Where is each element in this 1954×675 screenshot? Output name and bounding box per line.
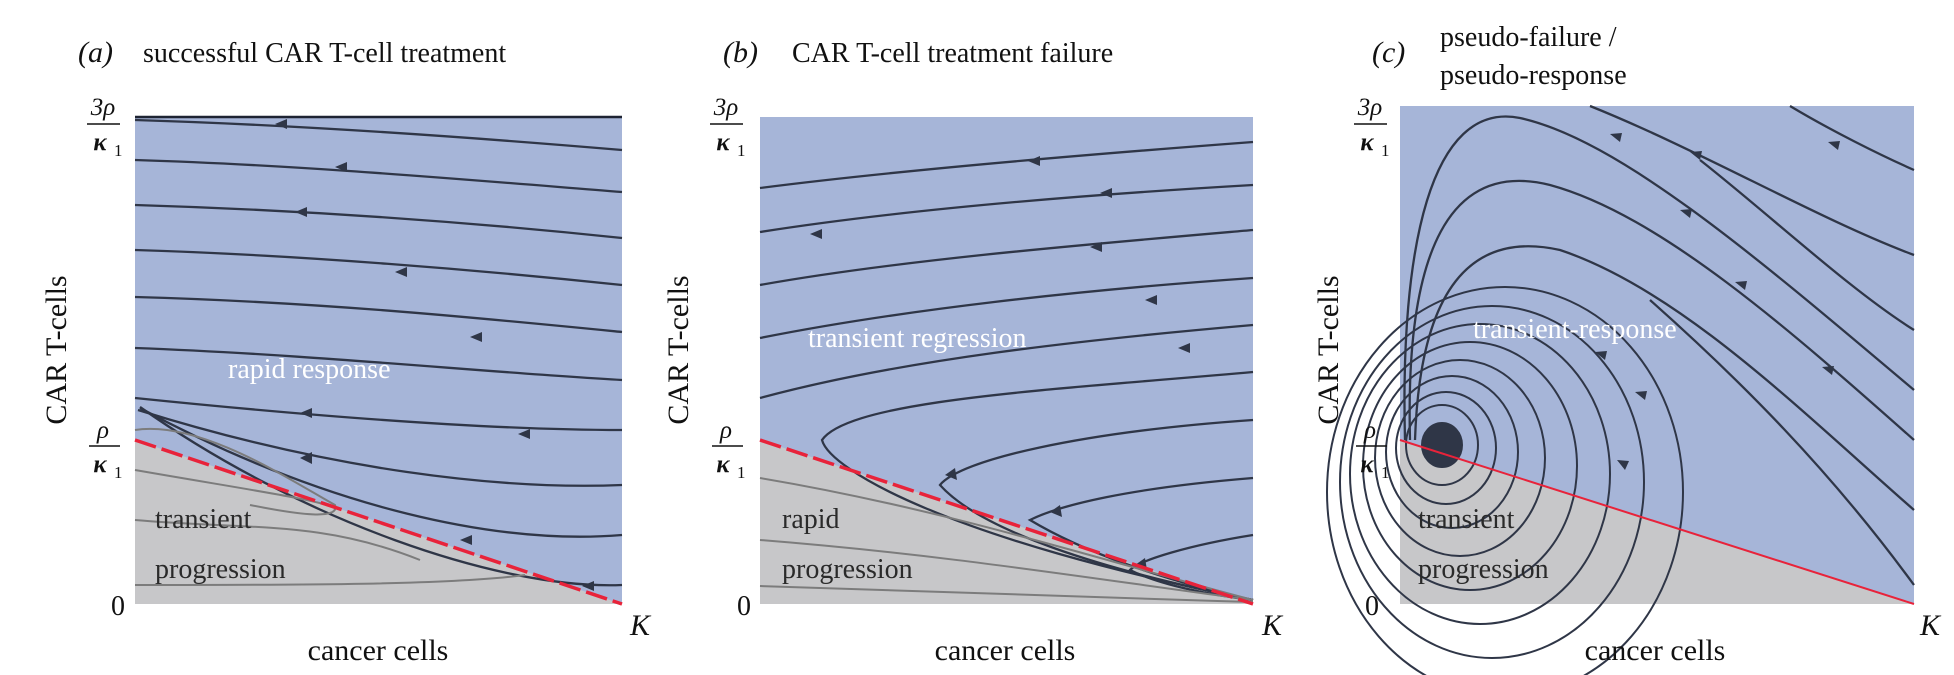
panel-c-lower-region-label-1: transient — [1418, 504, 1515, 535]
panel-a-origin-label: 0 — [111, 591, 125, 622]
svg-text:1: 1 — [1381, 141, 1390, 160]
svg-text:1: 1 — [114, 463, 123, 482]
panel-b-trajectories — [759, 140, 1254, 602]
svg-text:1: 1 — [114, 141, 123, 160]
panel-a-ytick-top: 3ρ κ 1 — [87, 94, 123, 160]
panel-b-lower-region-label-2: progression — [782, 554, 913, 585]
panel-a-x-axis-label: cancer cells — [308, 634, 449, 667]
svg-text:κ: κ — [1360, 129, 1374, 156]
panel-c-trajectories — [1403, 104, 1915, 586]
panel-c-title-line1: pseudo-failure / — [1440, 22, 1617, 53]
panel-c-ytick-top: 3ρ κ 1 — [1354, 94, 1390, 160]
panel-c-letter: (c) — [1372, 36, 1405, 69]
svg-text:1: 1 — [737, 141, 746, 160]
panel-a-x-max-label: K — [629, 609, 652, 642]
panel-b-separatrix — [759, 438, 1254, 606]
panel-a-arrowheads — [275, 119, 594, 591]
svg-text:3ρ: 3ρ — [90, 94, 116, 121]
panel-a: (a) successful CAR T-cell treatment — [40, 36, 652, 667]
svg-text:1: 1 — [737, 463, 746, 482]
panel-c-title-line2: pseudo-response — [1440, 60, 1627, 91]
svg-text:ρ: ρ — [719, 417, 732, 444]
panel-c-x-axis-label: cancer cells — [1585, 634, 1726, 667]
panel-b-letter: (b) — [723, 36, 758, 69]
svg-text:3ρ: 3ρ — [713, 94, 739, 121]
panel-a-title: successful CAR T-cell treatment — [143, 38, 506, 69]
svg-text:ρ: ρ — [1363, 417, 1376, 444]
panel-b-lower-region-label-1: rapid — [782, 504, 840, 535]
panel-b-ytick-top: 3ρ κ 1 — [710, 94, 746, 160]
svg-text:κ: κ — [716, 129, 730, 156]
panel-a-y-axis-label: CAR T-cells — [40, 275, 73, 424]
svg-text:κ: κ — [1360, 451, 1374, 478]
panel-b-x-axis-label: cancer cells — [935, 634, 1076, 667]
panel-a-trajectories — [134, 118, 623, 587]
panel-b: (b) CAR T-cell treatment failure — [662, 36, 1284, 667]
panel-c-origin-label: 0 — [1365, 591, 1379, 622]
panel-b-x-max-label: K — [1261, 609, 1284, 642]
svg-text:κ: κ — [716, 451, 730, 478]
panel-a-lower-region-label-1: transient — [155, 504, 252, 535]
svg-text:3ρ: 3ρ — [1357, 94, 1383, 121]
panel-c-x-max-label: K — [1919, 609, 1942, 642]
panel-a-ytick-mid: ρ κ 1 — [89, 417, 123, 482]
panel-c-y-axis-label: CAR T-cells — [1312, 275, 1345, 424]
panel-b-origin-label: 0 — [737, 591, 751, 622]
panel-c-ytick-mid: ρ κ 1 — [1356, 417, 1390, 482]
panel-c-separatrix — [1399, 439, 1915, 605]
svg-text:κ: κ — [93, 129, 107, 156]
panel-c-arrowheads — [1595, 133, 1840, 470]
panel-a-lower-region-label-2: progression — [155, 554, 286, 585]
panel-c: (c) pseudo-failure / pseudo-response — [1312, 22, 1942, 675]
svg-text:ρ: ρ — [96, 417, 109, 444]
panel-a-upper-region-label: rapid response — [228, 354, 391, 385]
panel-b-y-axis-label: CAR T-cells — [662, 275, 695, 424]
panel-b-ytick-mid: ρ κ 1 — [712, 417, 746, 482]
panel-a-separatrix — [134, 438, 623, 606]
svg-text:1: 1 — [1381, 463, 1390, 482]
panel-b-title: CAR T-cell treatment failure — [792, 38, 1113, 69]
panel-a-letter: (a) — [78, 36, 113, 69]
svg-text:κ: κ — [93, 451, 107, 478]
panel-b-upper-region-label: transient regression — [808, 323, 1027, 354]
panel-a-grey-trajectories — [134, 427, 526, 586]
panel-c-lower-region-label-2: progression — [1418, 554, 1549, 585]
panel-c-upper-region-label: transient-response — [1473, 314, 1677, 345]
